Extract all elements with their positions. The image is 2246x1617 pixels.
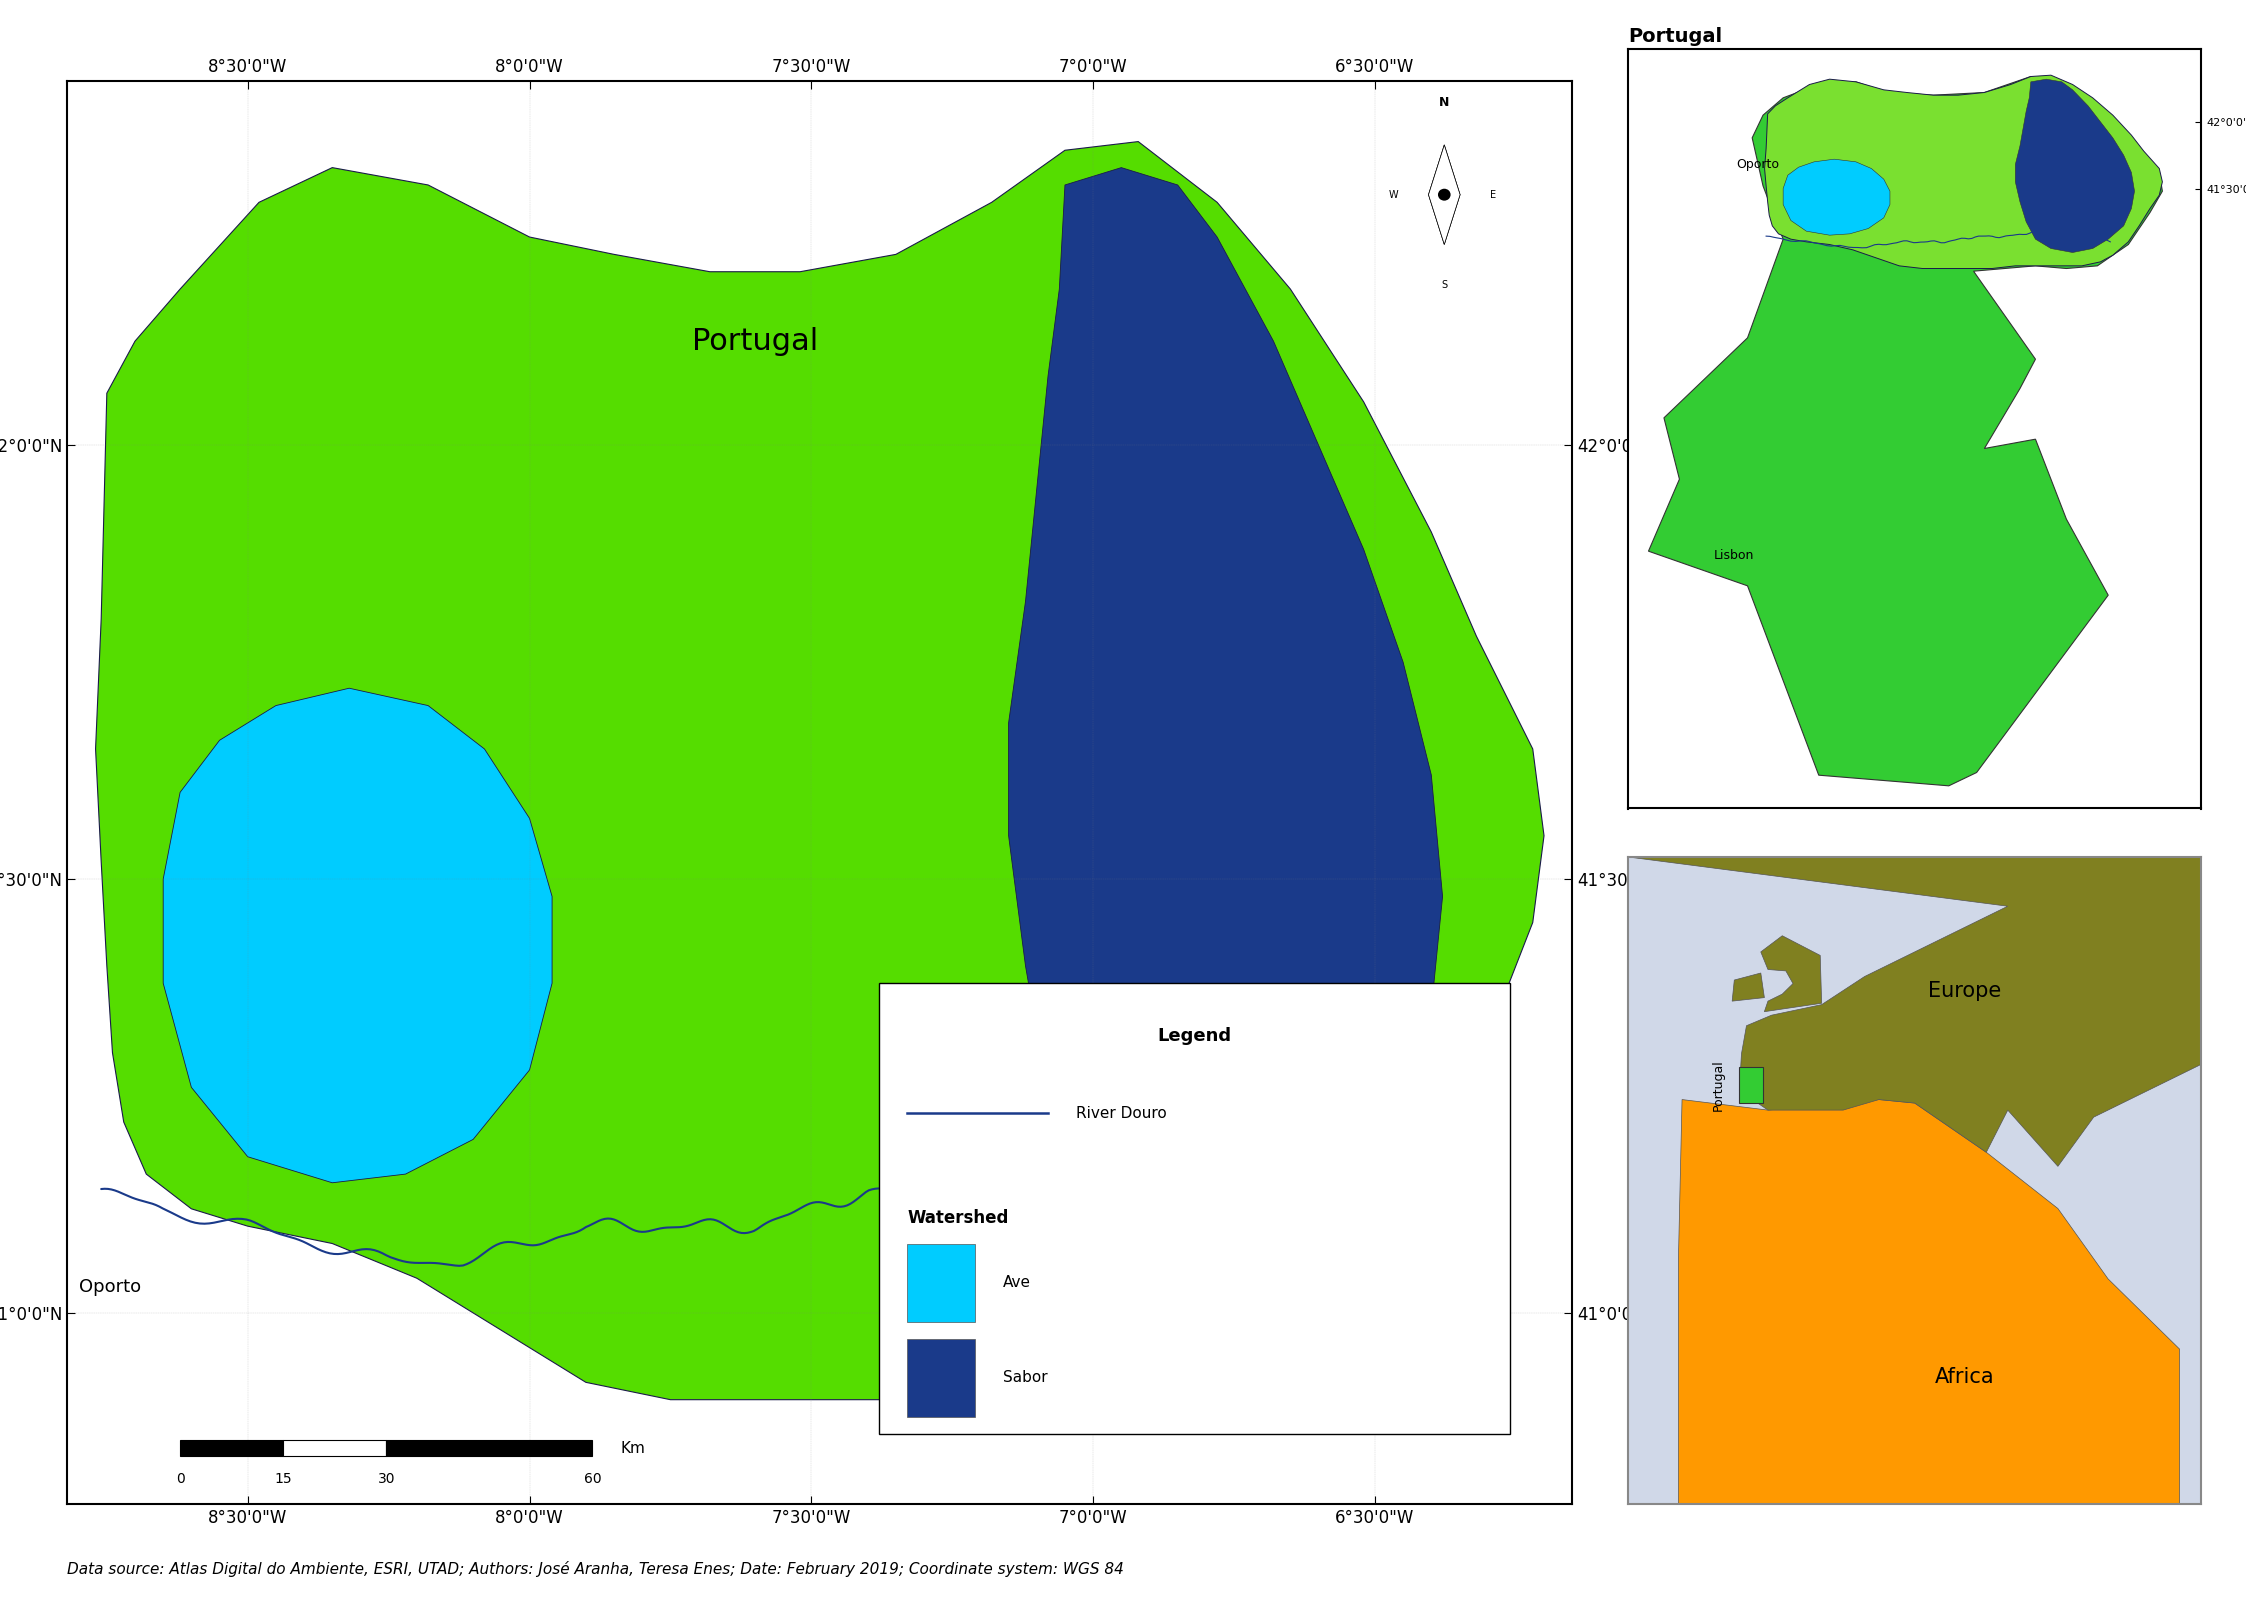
Polygon shape [2015,79,2134,252]
Text: Km: Km [620,1441,645,1455]
Polygon shape [1738,1067,1763,1103]
Text: 15: 15 [274,1471,292,1486]
Text: Portugal: Portugal [1628,26,1723,45]
Text: Portugal: Portugal [1711,1059,1725,1111]
Polygon shape [1678,1100,2179,1609]
Text: Oporto: Oporto [79,1277,141,1295]
Text: River Douro: River Douro [1076,1106,1168,1121]
Polygon shape [1628,857,2237,1166]
Text: Portugal: Portugal [692,327,818,356]
Bar [386,1441,593,1455]
Text: 60: 60 [584,1471,602,1486]
Bar [907,1339,975,1416]
Text: Africa: Africa [1936,1368,1994,1387]
Polygon shape [1428,146,1460,244]
Polygon shape [97,142,1543,1400]
Polygon shape [1649,76,2163,786]
Bar [878,983,1509,1434]
Text: N: N [1440,97,1449,110]
Text: Watershed: Watershed [907,1210,1008,1227]
Polygon shape [164,689,553,1182]
Polygon shape [1732,973,1765,1001]
Text: 0: 0 [175,1471,184,1486]
Polygon shape [1783,158,1889,234]
Text: W: W [1388,189,1399,199]
Text: 30: 30 [377,1471,395,1486]
Bar [283,1441,386,1455]
Text: Lisbon: Lisbon [1714,548,1754,561]
Text: E: E [1489,189,1496,199]
Text: Europe: Europe [1929,980,2001,1001]
Polygon shape [1761,936,1822,1012]
Bar [907,1243,975,1321]
Text: Oporto: Oporto [1736,158,1779,171]
Text: Sabor: Sabor [1004,1371,1047,1386]
Polygon shape [1765,74,2163,268]
Text: Legend: Legend [1157,1027,1231,1045]
Polygon shape [1008,168,1442,1295]
Text: S: S [1442,280,1446,289]
Text: Data source: Atlas Digital do Ambiente, ESRI, UTAD; Authors: José Aranha, Teresa: Data source: Atlas Digital do Ambiente, … [67,1560,1125,1577]
Circle shape [1437,189,1451,201]
Text: Ave: Ave [1004,1276,1031,1290]
Bar [180,1441,283,1455]
Polygon shape [1428,146,1460,244]
